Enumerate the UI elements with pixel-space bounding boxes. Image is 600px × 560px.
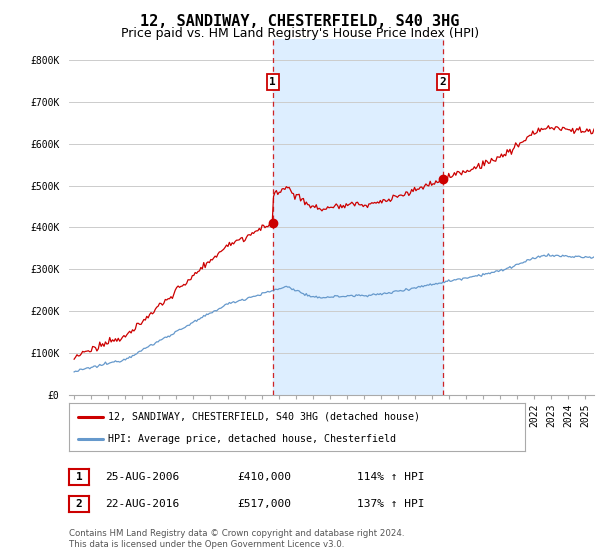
Text: £517,000: £517,000	[237, 499, 291, 509]
Text: HPI: Average price, detached house, Chesterfield: HPI: Average price, detached house, Ches…	[108, 434, 396, 444]
Text: 2: 2	[440, 77, 446, 87]
Text: 22-AUG-2016: 22-AUG-2016	[105, 499, 179, 509]
Text: 12, SANDIWAY, CHESTERFIELD, S40 3HG: 12, SANDIWAY, CHESTERFIELD, S40 3HG	[140, 14, 460, 29]
Text: Contains HM Land Registry data © Crown copyright and database right 2024.
This d: Contains HM Land Registry data © Crown c…	[69, 529, 404, 549]
Text: 114% ↑ HPI: 114% ↑ HPI	[357, 472, 425, 482]
Text: Price paid vs. HM Land Registry's House Price Index (HPI): Price paid vs. HM Land Registry's House …	[121, 27, 479, 40]
Text: 25-AUG-2006: 25-AUG-2006	[105, 472, 179, 482]
Bar	[272, 39, 443, 395]
Text: 1: 1	[76, 472, 82, 482]
Text: 12, SANDIWAY, CHESTERFIELD, S40 3HG (detached house): 12, SANDIWAY, CHESTERFIELD, S40 3HG (det…	[108, 412, 420, 422]
Text: 1: 1	[269, 77, 276, 87]
Text: 137% ↑ HPI: 137% ↑ HPI	[357, 499, 425, 509]
Text: 2: 2	[76, 499, 82, 509]
Text: £410,000: £410,000	[237, 472, 291, 482]
